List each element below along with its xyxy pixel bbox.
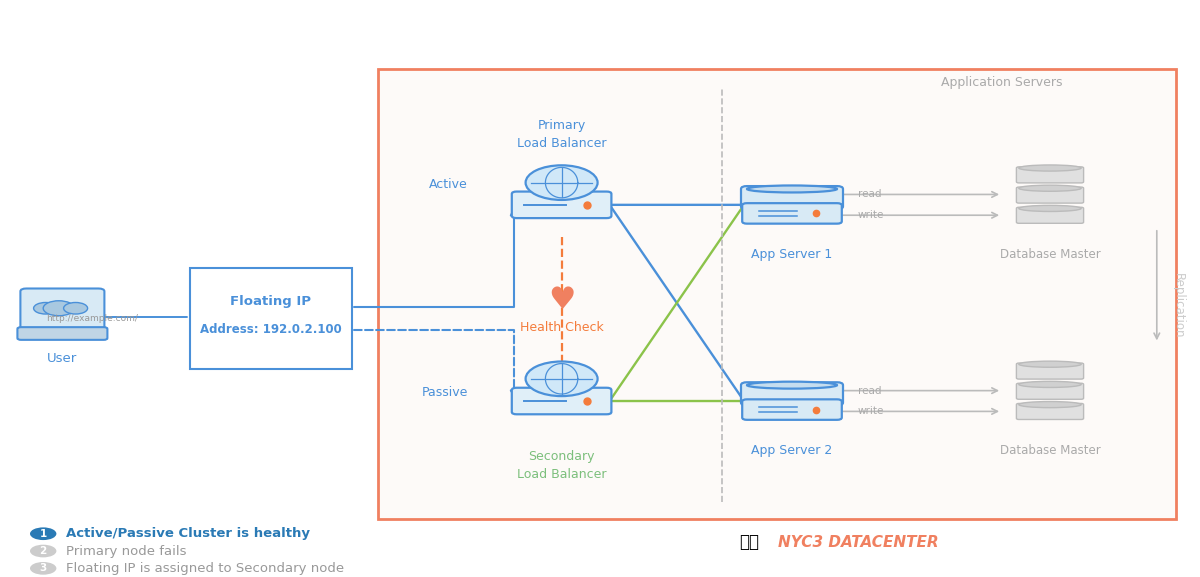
FancyBboxPatch shape	[512, 192, 612, 218]
Text: Active/Passive Cluster is healthy: Active/Passive Cluster is healthy	[66, 527, 310, 540]
Text: Floating IP is assigned to Secondary node: Floating IP is assigned to Secondary nod…	[66, 562, 344, 575]
Text: 3: 3	[40, 563, 47, 574]
Text: write: write	[858, 210, 884, 220]
Ellipse shape	[1019, 381, 1081, 388]
Circle shape	[526, 361, 598, 396]
Circle shape	[30, 545, 56, 557]
Ellipse shape	[1019, 185, 1081, 192]
Text: 1: 1	[40, 529, 47, 539]
Text: User: User	[47, 352, 78, 365]
Text: write: write	[858, 406, 884, 417]
Circle shape	[34, 302, 58, 314]
Text: Replication: Replication	[1172, 273, 1184, 339]
Text: 2: 2	[40, 546, 47, 556]
FancyBboxPatch shape	[1016, 363, 1084, 379]
Circle shape	[64, 302, 88, 314]
Text: Database Master: Database Master	[1000, 248, 1100, 261]
Ellipse shape	[1019, 402, 1081, 408]
FancyBboxPatch shape	[1016, 403, 1084, 419]
Text: Floating IP: Floating IP	[230, 295, 311, 308]
FancyBboxPatch shape	[512, 388, 612, 414]
FancyBboxPatch shape	[18, 327, 108, 340]
FancyBboxPatch shape	[1016, 187, 1084, 203]
Text: 🇺🇸: 🇺🇸	[739, 533, 760, 552]
Circle shape	[43, 301, 74, 316]
Text: Secondary
Load Balancer: Secondary Load Balancer	[517, 450, 606, 481]
Text: NYC3 DATACENTER: NYC3 DATACENTER	[778, 535, 938, 550]
Text: App Server 1: App Server 1	[751, 248, 833, 261]
Text: http://example.com/: http://example.com/	[47, 314, 138, 323]
FancyBboxPatch shape	[20, 288, 104, 332]
Text: Health Check: Health Check	[520, 321, 604, 335]
FancyBboxPatch shape	[1016, 207, 1084, 223]
FancyBboxPatch shape	[742, 382, 842, 406]
FancyBboxPatch shape	[1016, 383, 1084, 399]
FancyBboxPatch shape	[1016, 167, 1084, 183]
Ellipse shape	[746, 381, 838, 389]
Text: ♥: ♥	[548, 286, 575, 314]
FancyBboxPatch shape	[742, 203, 842, 224]
Circle shape	[30, 562, 56, 575]
Ellipse shape	[746, 185, 838, 193]
Text: Active: Active	[430, 178, 468, 191]
FancyBboxPatch shape	[742, 186, 842, 209]
Text: Primary
Load Balancer: Primary Load Balancer	[517, 119, 606, 150]
FancyBboxPatch shape	[190, 268, 352, 369]
Text: read: read	[858, 189, 882, 200]
Text: Address: 192.0.2.100: Address: 192.0.2.100	[199, 323, 342, 336]
Text: Primary node fails: Primary node fails	[66, 545, 186, 557]
Text: Database Master: Database Master	[1000, 444, 1100, 458]
Text: App Server 2: App Server 2	[751, 444, 833, 458]
Circle shape	[30, 527, 56, 540]
FancyBboxPatch shape	[378, 69, 1176, 519]
Text: Application Servers: Application Servers	[941, 76, 1063, 89]
Ellipse shape	[1019, 165, 1081, 171]
Text: read: read	[858, 385, 882, 396]
Ellipse shape	[1019, 361, 1081, 368]
Text: Passive: Passive	[421, 386, 468, 399]
Circle shape	[526, 165, 598, 200]
Ellipse shape	[1019, 205, 1081, 212]
FancyBboxPatch shape	[742, 399, 842, 420]
